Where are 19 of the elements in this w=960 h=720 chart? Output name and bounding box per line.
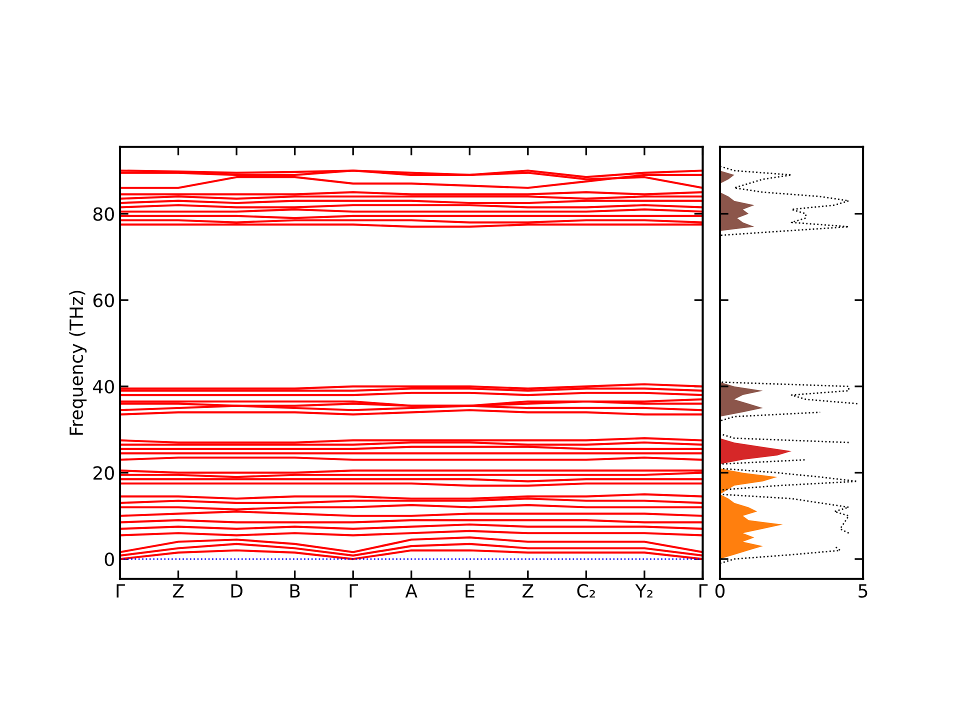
x-tick-label: Z bbox=[172, 584, 184, 598]
y-tick-label: 80 bbox=[93, 207, 114, 221]
x-tick-label: E bbox=[466, 584, 474, 598]
x-tick-label: A bbox=[405, 584, 418, 598]
y-tick-label: 40 bbox=[93, 380, 114, 394]
x-tick-label: D bbox=[231, 584, 242, 598]
y-tick-label: 20 bbox=[93, 466, 114, 480]
x-tick-label: Γ bbox=[116, 584, 125, 598]
x-tick-label: 5 bbox=[858, 584, 868, 598]
x-tick-label: Y₂ bbox=[635, 584, 652, 598]
x-tick-label: Z bbox=[522, 584, 534, 598]
x-tick-label: Γ bbox=[699, 584, 708, 598]
y-tick-label: 60 bbox=[93, 294, 114, 308]
y-axis-title: Frequency (THz) bbox=[69, 290, 87, 435]
x-tick-label: C₂ bbox=[577, 584, 595, 598]
x-tick-label: B bbox=[290, 584, 300, 598]
x-tick-label: Γ bbox=[350, 584, 358, 598]
y-tick-label: 0 bbox=[104, 552, 114, 566]
x-tick-label: 0 bbox=[715, 584, 725, 598]
